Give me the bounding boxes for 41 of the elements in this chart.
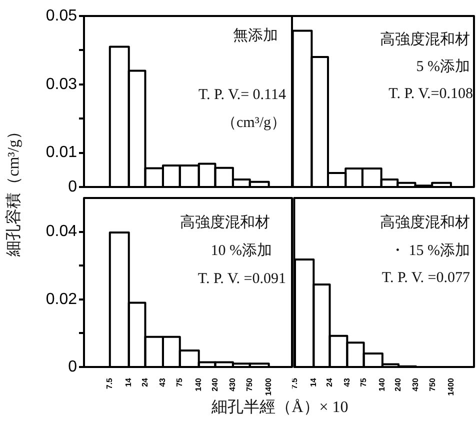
annotation: 高強度混和材 bbox=[180, 213, 270, 232]
x-tick-label: 24 bbox=[324, 377, 334, 387]
x-tick-label: 75 bbox=[175, 377, 184, 387]
annotation: T. P. V.=0.108 bbox=[388, 86, 473, 103]
x-tick-label: 75 bbox=[358, 377, 368, 387]
x-tick-label: 430 bbox=[411, 377, 420, 392]
y-tick-label: 0.03 bbox=[46, 76, 78, 93]
x-tick-label: 430 bbox=[228, 377, 238, 392]
x-tick-label: 1400 bbox=[446, 377, 456, 396]
y-tick-label: 0.01 bbox=[46, 144, 78, 162]
annotation: （cm³/g） bbox=[222, 114, 286, 132]
annotation: T. P. V. =0.091 bbox=[198, 271, 286, 288]
annotation: T. P. V.= 0.114 bbox=[198, 87, 286, 104]
x-tick-label: 750 bbox=[428, 377, 437, 392]
annotation: 5 %添加 bbox=[416, 58, 470, 76]
y-tick-label: 0 bbox=[68, 358, 78, 376]
y-tick-label: 0.05 bbox=[46, 7, 78, 24]
x-tick-label: 140 bbox=[378, 377, 387, 392]
y-tick-label: 0.02 bbox=[46, 290, 78, 308]
x-axis-title: 細孔半經（Å）× 10 bbox=[212, 398, 348, 418]
x-tick-label: 750 bbox=[245, 377, 254, 392]
x-tick-label: 140 bbox=[194, 377, 204, 392]
x-tick-label: 24 bbox=[140, 377, 150, 387]
x-tick-label: 1400 bbox=[264, 377, 274, 396]
x-tick-label: 43 bbox=[158, 377, 168, 387]
x-tick-label: 14 bbox=[308, 377, 318, 387]
y-tick-label: 0 bbox=[68, 178, 78, 196]
annotation: 高強度混和材 bbox=[380, 213, 470, 232]
x-tick-label: 240 bbox=[394, 377, 403, 392]
x-tick-label: 14 bbox=[124, 377, 134, 387]
x-tick-label: 7.5 bbox=[105, 377, 114, 390]
x-tick-label: 7.5 bbox=[290, 377, 300, 390]
x-tick-label: 43 bbox=[342, 377, 352, 387]
annotation: T. P. V. =0.077 bbox=[382, 270, 470, 287]
y-tick-label: 0.04 bbox=[46, 223, 78, 240]
annotation: 無添加 bbox=[233, 26, 278, 45]
y-axis-title: 細孔容積（cm³/g） bbox=[4, 124, 24, 256]
annotation: 高強度混和材 bbox=[380, 30, 470, 49]
annotation: 10 %添加 bbox=[210, 242, 272, 260]
x-tick-label: 240 bbox=[210, 377, 220, 392]
annotation: ・ 15 %添加 bbox=[390, 242, 470, 260]
